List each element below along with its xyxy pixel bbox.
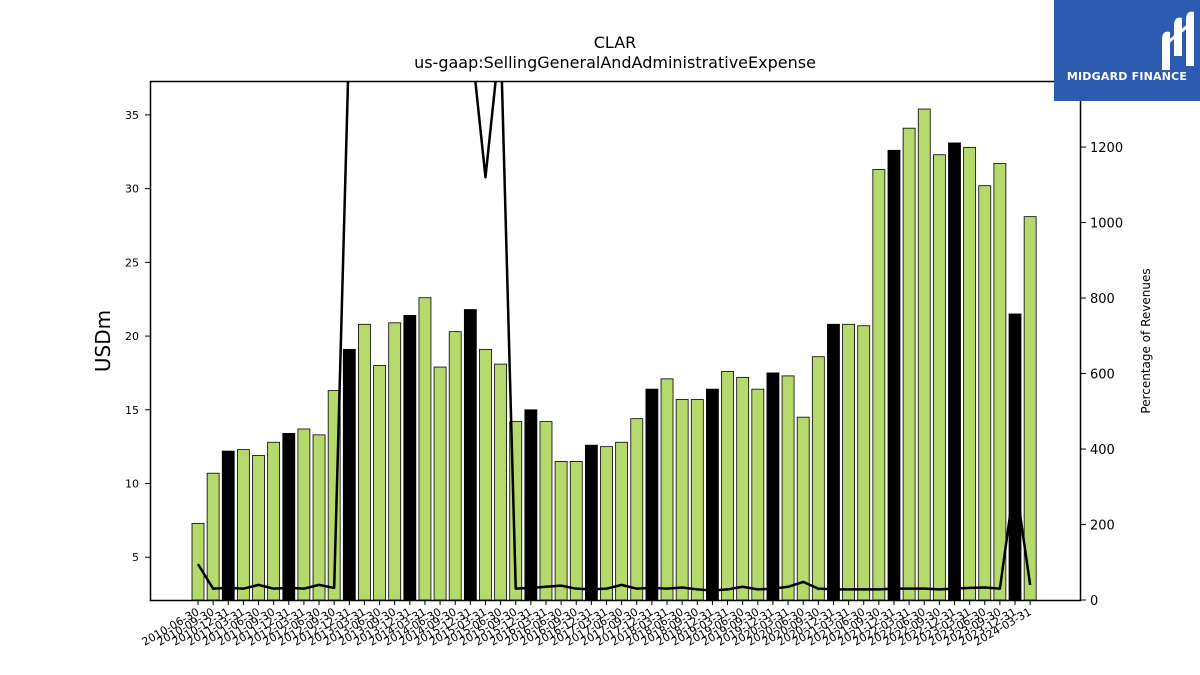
bar (221, 450, 235, 601)
bar (524, 409, 538, 601)
bar (706, 388, 719, 601)
bar (252, 455, 265, 601)
y-tick-label: 30 (125, 183, 139, 196)
bar (191, 522, 205, 601)
brand-name: MIDGARD FINANCE (1066, 70, 1188, 83)
bar (236, 449, 250, 601)
bar (418, 297, 432, 601)
bar (917, 108, 931, 601)
bar (388, 322, 402, 601)
y2-tick-label: 1000 (1090, 217, 1123, 232)
bar (796, 416, 810, 601)
series-line (196, 81, 1032, 592)
chart-title: CLAR (594, 33, 637, 52)
bar (690, 399, 704, 601)
bar (857, 325, 871, 601)
bar (993, 163, 1007, 601)
y2-tick-label: 800 (1090, 292, 1115, 307)
midgard-logo-icon (1162, 11, 1194, 70)
bar (358, 323, 371, 601)
bar (811, 356, 825, 601)
bar (842, 323, 855, 601)
bar (479, 348, 492, 601)
bar (312, 434, 326, 601)
bar (736, 376, 750, 601)
bar (827, 323, 840, 601)
bar (569, 460, 583, 601)
y-tick-label: 35 (125, 109, 139, 122)
bar (282, 432, 296, 601)
bar (615, 441, 629, 601)
bar (630, 418, 644, 601)
x-tick-group: 2010-06-302010-09-302010-12-312011-03-31… (140, 600, 1034, 649)
y2-tick-label: 1200 (1090, 141, 1123, 156)
y2-tick-label: 400 (1090, 443, 1115, 458)
bar (373, 365, 386, 601)
bar (781, 375, 795, 601)
bar (448, 331, 462, 601)
bar (494, 363, 508, 601)
brand-logo: MIDGARD FINANCE (1054, 0, 1200, 101)
y2-tick-label: 200 (1090, 519, 1115, 534)
plot-frame (149, 80, 1082, 602)
bar (887, 149, 901, 601)
y-tick-label: 20 (125, 330, 139, 343)
y-tick-label: 15 (125, 404, 139, 417)
bar (963, 146, 977, 601)
bar (463, 309, 477, 601)
bar (751, 388, 765, 601)
bar (948, 142, 961, 601)
bar (872, 169, 886, 601)
bar (721, 371, 734, 601)
bar-group (191, 108, 1037, 601)
bar (660, 378, 674, 601)
y-tick-label: 25 (125, 256, 139, 269)
y2-tick-label: 0 (1090, 594, 1098, 609)
bar (342, 348, 356, 601)
y-tick-label: 5 (132, 551, 139, 564)
bar (600, 446, 613, 601)
chart-subtitle: us-gaap:SellingGeneralAndAdministrativeE… (414, 53, 816, 72)
line-group (196, 81, 1032, 592)
bar (902, 127, 916, 601)
y-axis-label: USDm (91, 310, 115, 372)
bar (1008, 313, 1022, 601)
bar (584, 444, 598, 601)
bar (297, 428, 311, 601)
bar (554, 460, 568, 601)
bar (267, 441, 281, 601)
y2-tick-label: 600 (1090, 368, 1115, 383)
bar (978, 185, 992, 601)
bar (1023, 216, 1037, 601)
bar (403, 315, 417, 601)
bar (766, 372, 780, 601)
bar (433, 366, 447, 601)
bar (645, 388, 659, 601)
bar (675, 399, 689, 601)
bar (539, 421, 553, 601)
y2-axis-label: Percentage of Revenues (1139, 268, 1153, 413)
y-tick-label: 10 (125, 478, 139, 491)
bar (932, 154, 946, 601)
